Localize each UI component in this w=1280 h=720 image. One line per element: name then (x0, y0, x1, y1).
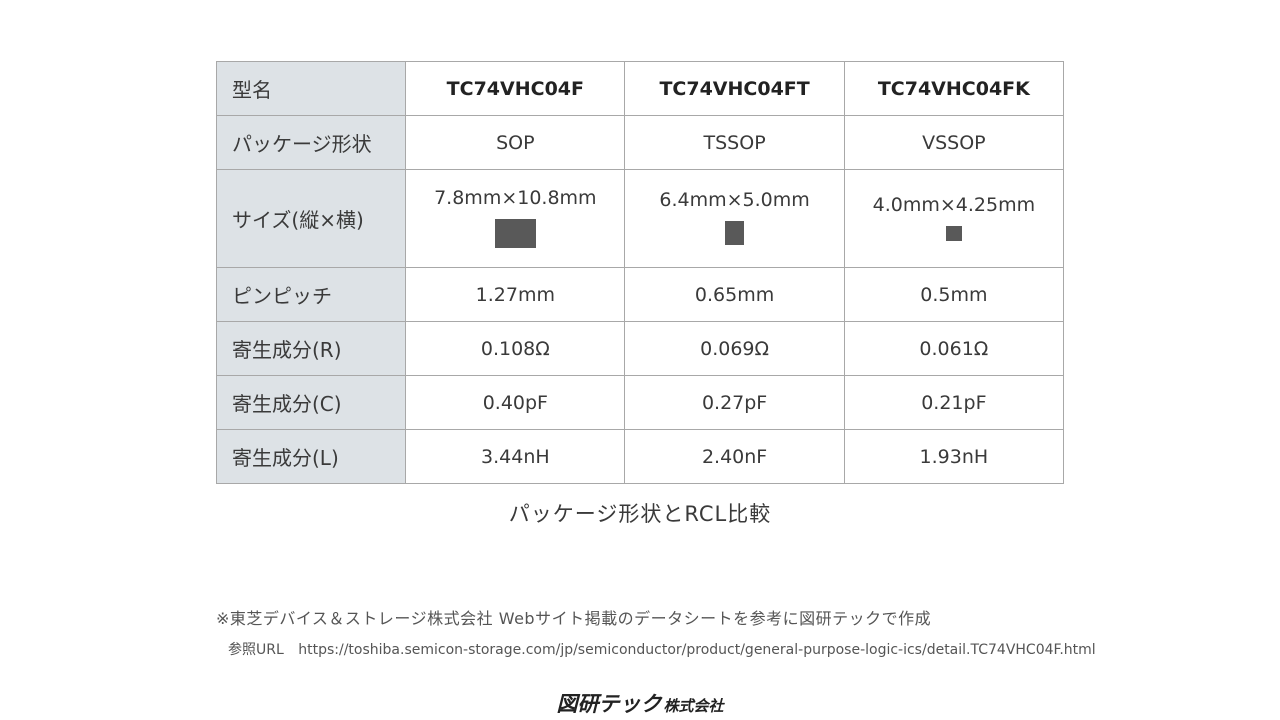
company-logo: 図研テック 株式会社 (0, 688, 1280, 718)
size-value: 4.0mm×4.25mm (872, 193, 1036, 216)
size-cell: 4.0mm×4.25mm (843, 169, 1065, 268)
source-note: ※東芝デバイス＆ストレージ株式会社 Webサイト掲載のデータシートを参考に図研テ… (216, 609, 932, 628)
table-row-resistance: 寄生成分(R) 0.108Ω 0.069Ω 0.061Ω (215, 321, 1065, 376)
row-label-package: パッケージ形状 (215, 115, 407, 170)
row-label-inductance: 寄生成分(L) (215, 429, 407, 484)
package-value: SOP (405, 115, 626, 170)
pitch-value: 0.65mm (624, 267, 845, 322)
table-row-pitch: ピンピッチ 1.27mm 0.65mm 0.5mm (215, 267, 1065, 322)
package-value: VSSOP (843, 115, 1065, 170)
row-label-capacitance: 寄生成分(C) (215, 375, 407, 430)
row-label-resistance: 寄生成分(R) (215, 321, 407, 376)
table-row-package: パッケージ形状 SOP TSSOP VSSOP (215, 115, 1065, 170)
capacitance-value: 0.21pF (843, 375, 1065, 430)
package-chip-sop-icon (494, 218, 536, 248)
table-row-size: サイズ(縦×横) 7.8mm×10.8mm 6.4mm×5.0mm 4.0mm×… (215, 169, 1065, 268)
pitch-value: 0.5mm (843, 267, 1065, 322)
logo-sub-text: 株式会社 (663, 697, 724, 715)
row-label-model: 型名 (215, 61, 407, 116)
reference-label: 参照URL (228, 642, 284, 658)
model-name-tssop: TC74VHC04FT (624, 61, 845, 116)
size-value: 6.4mm×5.0mm (659, 189, 810, 211)
logo-main-text: 図研テック (556, 692, 662, 716)
size-value: 7.8mm×10.8mm (434, 186, 597, 209)
capacitance-value: 0.27pF (624, 375, 845, 430)
reference-url: https://toshiba.semicon-storage.com/jp/s… (298, 642, 1096, 658)
size-cell: 6.4mm×5.0mm (624, 169, 845, 268)
resistance-value: 0.108Ω (405, 321, 626, 376)
pitch-value: 1.27mm (405, 267, 626, 322)
package-chip-vssop-icon (945, 225, 962, 241)
table-header-row: 型名 TC74VHC04F TC74VHC04FT TC74VHC04FK (215, 61, 1065, 116)
capacitance-value: 0.40pF (405, 375, 626, 430)
model-name-sop: TC74VHC04F (405, 61, 626, 116)
inductance-value: 1.93nH (843, 429, 1065, 484)
resistance-value: 0.061Ω (843, 321, 1065, 376)
resistance-value: 0.069Ω (624, 321, 845, 376)
table-row-inductance: 寄生成分(L) 3.44nH 2.40nF 1.93nH (215, 429, 1065, 484)
table-caption: パッケージ形状とRCL比較 (508, 502, 772, 526)
package-chip-tssop-icon (725, 221, 745, 245)
row-label-pitch: ピンピッチ (215, 267, 407, 322)
reference-line: 参照URL https://toshiba.semicon-storage.co… (228, 639, 1096, 659)
inductance-value: 2.40nF (624, 429, 845, 484)
package-value: TSSOP (624, 115, 845, 170)
table-row-capacitance: 寄生成分(C) 0.40pF 0.27pF 0.21pF (215, 375, 1065, 430)
inductance-value: 3.44nH (405, 429, 626, 484)
size-cell: 7.8mm×10.8mm (405, 169, 626, 268)
package-comparison-table: 型名 TC74VHC04F TC74VHC04FT TC74VHC04FK パッ… (215, 61, 1065, 484)
model-name-vssop: TC74VHC04FK (843, 61, 1065, 116)
row-label-size: サイズ(縦×横) (215, 169, 407, 268)
